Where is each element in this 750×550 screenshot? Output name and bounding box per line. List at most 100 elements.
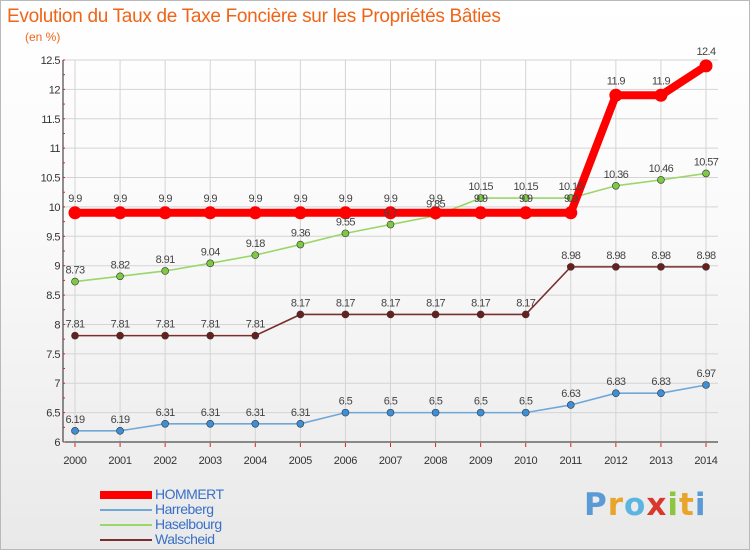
legend-swatch — [100, 509, 152, 511]
data-label-walscheid: 8.98 — [651, 250, 670, 262]
y-tick-label: 12.5 — [41, 55, 61, 67]
x-tick-label: 2013 — [649, 455, 672, 467]
point-haselbourg-2004 — [251, 251, 260, 259]
point-walscheid-2010 — [521, 310, 530, 319]
point-walscheid-2003 — [206, 331, 215, 340]
brand-letter: x — [646, 487, 668, 523]
data-label-harreberg: 6.5 — [384, 396, 398, 408]
point-harreberg-2003 — [206, 419, 215, 428]
point-haselbourg-2012 — [612, 181, 620, 190]
data-label-haselbourg: 10.57 — [694, 156, 719, 168]
data-label-harreberg: 6.19 — [65, 414, 84, 426]
point-haselbourg-2013 — [657, 176, 665, 184]
data-label-walscheid: 7.81 — [246, 319, 265, 331]
point-hommert-2003 — [203, 206, 217, 220]
point-hommert-2006 — [338, 206, 352, 220]
data-label-haselbourg: 10.36 — [604, 169, 629, 181]
x-tick-label: 2002 — [154, 455, 177, 467]
chart-title: Evolution du Taux de Taxe Foncière sur l… — [7, 6, 501, 27]
point-haselbourg-2010 — [521, 194, 530, 202]
brand-letter: P — [584, 487, 608, 523]
point-haselbourg-2009 — [476, 194, 485, 202]
point-harreberg-2005 — [296, 419, 305, 428]
x-tick-label: 2014 — [694, 455, 717, 467]
y-tick-label: 10.5 — [41, 173, 61, 185]
point-harreberg-2006 — [341, 408, 350, 417]
point-hommert-2010 — [519, 206, 533, 220]
data-label-walscheid: 8.17 — [471, 297, 490, 309]
y-tick-label: 8 — [54, 319, 60, 331]
series-layer — [68, 59, 713, 435]
point-walscheid-2011 — [566, 263, 575, 271]
point-harreberg-2013 — [657, 389, 665, 398]
data-label-haselbourg: 8.91 — [156, 254, 175, 266]
data-label-harreberg: 6.5 — [474, 396, 488, 408]
y-tick-label: 7.5 — [46, 349, 60, 361]
point-haselbourg-2002 — [161, 267, 169, 275]
point-haselbourg-2005 — [296, 240, 305, 249]
y-tick-label: 11.5 — [41, 114, 60, 126]
data-label-walscheid: 8.17 — [426, 297, 445, 309]
data-label-hommert: 9.9 — [384, 193, 398, 205]
data-label-harreberg: 6.5 — [429, 396, 443, 408]
point-harreberg-2014 — [702, 381, 710, 389]
y-tick-label: 7 — [54, 378, 60, 390]
y-tick-label: 12 — [49, 84, 61, 96]
brand-logo: Proxiti — [584, 487, 706, 523]
data-label-haselbourg: 8.82 — [111, 259, 130, 271]
data-label-haselbourg: 10.46 — [649, 163, 674, 175]
data-label-harreberg: 6.31 — [291, 407, 310, 419]
y-tick-label: 11 — [50, 143, 61, 155]
y-tick-label: 9.5 — [46, 231, 60, 243]
data-label-hommert: 9.9 — [564, 193, 578, 205]
point-harreberg-2010 — [521, 408, 530, 417]
brand-letter: i — [667, 487, 679, 523]
x-tick-label: 2001 — [108, 455, 131, 467]
x-tick-label: 2005 — [289, 455, 312, 467]
data-label-hommert: 9.9 — [113, 193, 127, 205]
point-hommert-2007 — [384, 206, 397, 220]
point-walscheid-2012 — [612, 263, 620, 271]
data-label-walscheid: 7.81 — [201, 319, 220, 331]
x-tick-label: 2007 — [379, 455, 402, 467]
legend-swatch — [100, 491, 152, 499]
x-tick-label: 2008 — [424, 455, 447, 467]
data-label-walscheid: 8.17 — [291, 297, 310, 309]
point-hommert-2011 — [564, 206, 578, 220]
data-label-hommert: 9.9 — [429, 193, 443, 205]
legend-label: Harreberg — [155, 501, 214, 517]
data-label-hommert: 11.9 — [607, 75, 626, 87]
data-label-layer: 6.19 6.19 6.31 6.31 6.31 6.31 6.5 6.5 6.5 6.5 6.5 6… — [65, 46, 719, 426]
data-label-haselbourg: 10.15 — [513, 181, 538, 193]
point-hommert-2008 — [429, 206, 443, 220]
data-label-hommert: 9.9 — [68, 193, 82, 205]
point-hommert-2009 — [474, 206, 488, 220]
point-hommert-2013 — [654, 88, 668, 102]
data-label-harreberg: 6.31 — [246, 407, 265, 419]
grid-layer — [63, 59, 718, 443]
x-tick-label: 2003 — [199, 455, 222, 467]
data-label-hommert: 9.9 — [158, 193, 172, 205]
data-label-hommert: 9.9 — [519, 193, 533, 205]
data-label-haselbourg: 9.7 — [384, 208, 398, 220]
point-walscheid-2004 — [251, 331, 260, 340]
point-haselbourg-2007 — [386, 220, 395, 229]
data-label-hommert: 9.9 — [294, 193, 308, 205]
point-harreberg-2004 — [251, 419, 260, 428]
data-label-haselbourg: 9.04 — [201, 246, 220, 258]
point-walscheid-2007 — [386, 310, 395, 319]
point-walscheid-2005 — [296, 310, 305, 319]
point-harreberg-2002 — [161, 419, 169, 428]
data-label-harreberg: 6.19 — [111, 414, 130, 426]
point-walscheid-2014 — [702, 263, 710, 271]
data-label-harreberg: 6.31 — [201, 407, 220, 419]
unit-label: (en %) — [25, 30, 61, 44]
point-haselbourg-2000 — [71, 277, 79, 286]
data-label-harreberg: 6.97 — [696, 368, 715, 380]
point-hommert-2001 — [113, 206, 127, 220]
data-label-walscheid: 7.81 — [111, 319, 130, 331]
point-haselbourg-2014 — [702, 169, 710, 178]
point-hommert-2002 — [158, 206, 172, 220]
data-label-walscheid: 8.98 — [696, 250, 715, 262]
data-label-haselbourg: 9.85 — [426, 199, 445, 211]
